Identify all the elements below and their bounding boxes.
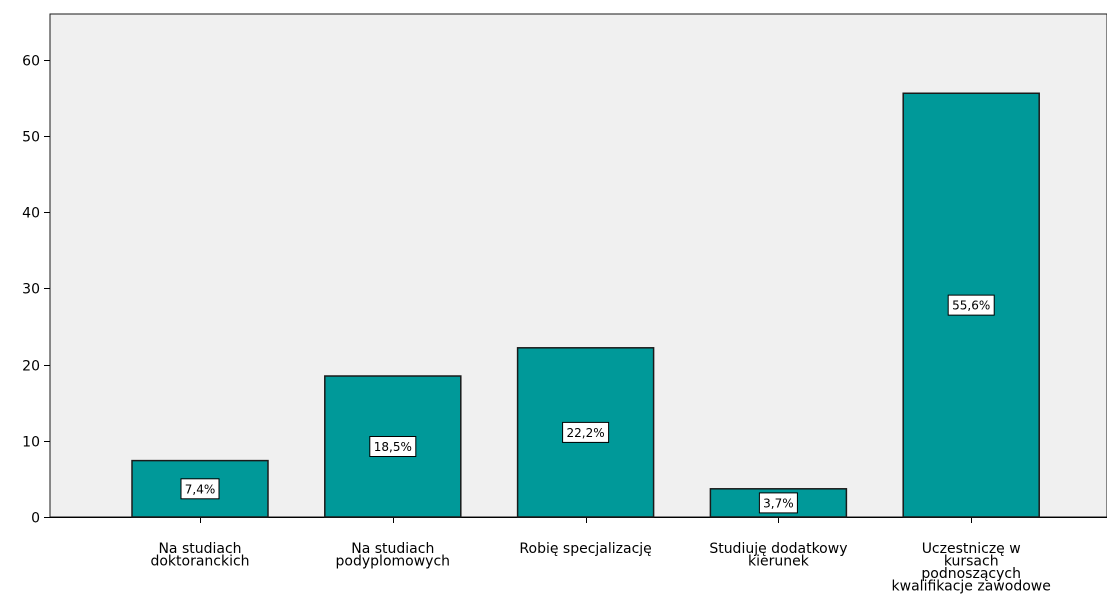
data-label: 55,6% (952, 299, 990, 313)
category-label: Na studiach doktoranckich (150, 541, 249, 570)
data-label: 7,4% (185, 482, 216, 496)
data-label-box (947, 294, 995, 316)
y-tick-label: 60 (22, 54, 40, 70)
data-label-box (180, 478, 220, 500)
category-label-line: Robię specjalizację (519, 541, 651, 557)
y-tick-label: 30 (22, 282, 40, 298)
data-label: 22,2% (567, 426, 605, 440)
data-label-box (562, 421, 610, 443)
category-label-line: podyplomowych (336, 554, 450, 570)
category-label-line: kursach (944, 554, 999, 570)
data-label-box (758, 492, 798, 514)
y-tick-label: 0 (31, 511, 40, 527)
data-labels: 7,4% 18,5% 22,2% 3,7% 55,6% (180, 294, 995, 514)
category-label: Robię specjalizację (519, 541, 651, 557)
category-label-line: Studiuję dodatkowy (709, 541, 847, 557)
category-label-line: kwalifikacje zawodowe (892, 579, 1051, 595)
category-label: Uczestniczę w kursach podnoszących kwalifik… (892, 541, 1051, 595)
category-label-line: kierunek (748, 554, 810, 570)
category-label-line: doktoranckich (150, 554, 249, 570)
y-axis: 0 10 20 30 40 50 60 (22, 54, 50, 527)
data-label: 18,5% (374, 440, 412, 454)
data-label-box (369, 436, 417, 458)
y-tick-label: 40 (22, 206, 40, 222)
category-label: Na studiach podyplomowych (336, 541, 450, 570)
category-label-line: Uczestniczę w (922, 541, 1021, 557)
category-label-line: podnoszących (921, 566, 1021, 582)
y-tick-label: 50 (22, 130, 40, 146)
y-tick-label: 10 (22, 435, 40, 451)
y-tick-label: 20 (22, 359, 40, 375)
category-label-line: Na studiach (351, 541, 434, 557)
data-label: 3,7% (763, 496, 794, 510)
category-label-line: Na studiach (158, 541, 241, 557)
category-label: Studiuję dodatkowy kierunek (709, 541, 847, 570)
